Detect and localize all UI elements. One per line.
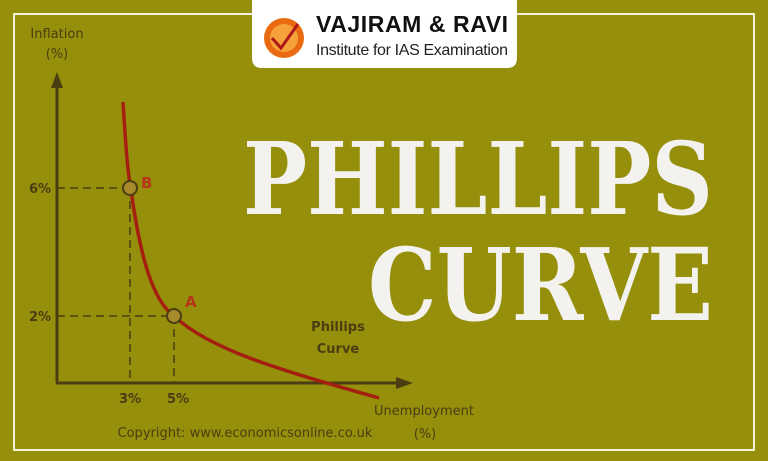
x-axis-label-1: Unemployment: [374, 404, 474, 419]
curve-label-1: Phillips: [311, 320, 365, 335]
point-label-B: B: [141, 174, 152, 192]
point-B: [122, 180, 138, 196]
curve-label-2: Curve: [317, 342, 360, 357]
x-tick-label: 3%: [119, 392, 141, 407]
x-tick-label: 5%: [167, 392, 189, 407]
title-line-1: PHILLIPS: [243, 120, 713, 238]
checkmark-icon: [270, 23, 300, 51]
logo-banner: VAJIRAM & RAVI Institute for IAS Examina…: [252, 0, 517, 68]
x-axis-arrow-icon: [396, 377, 413, 389]
x-axis-label-2: (%): [414, 427, 437, 442]
logo-tagline: Institute for IAS Examination: [316, 42, 508, 59]
guide-lines: [57, 187, 175, 383]
point-label-A: A: [185, 293, 197, 311]
copyright-text: Copyright: www.economicsonline.co.uk: [118, 426, 373, 441]
points: BA: [122, 174, 197, 324]
phillips-curve-line: [121, 101, 380, 400]
y-axis-arrow-icon: [51, 72, 63, 88]
y-tick-label: 2%: [29, 310, 51, 325]
axes: [51, 72, 413, 389]
y-axis-label-1: Inflation: [30, 27, 83, 42]
title-line-2: CURVE: [368, 226, 713, 344]
point-A: [166, 308, 182, 324]
logo-name: VAJIRAM & RAVI: [316, 11, 508, 37]
y-axis-label-2: (%): [46, 47, 69, 62]
y-tick-label: 6%: [29, 182, 51, 197]
